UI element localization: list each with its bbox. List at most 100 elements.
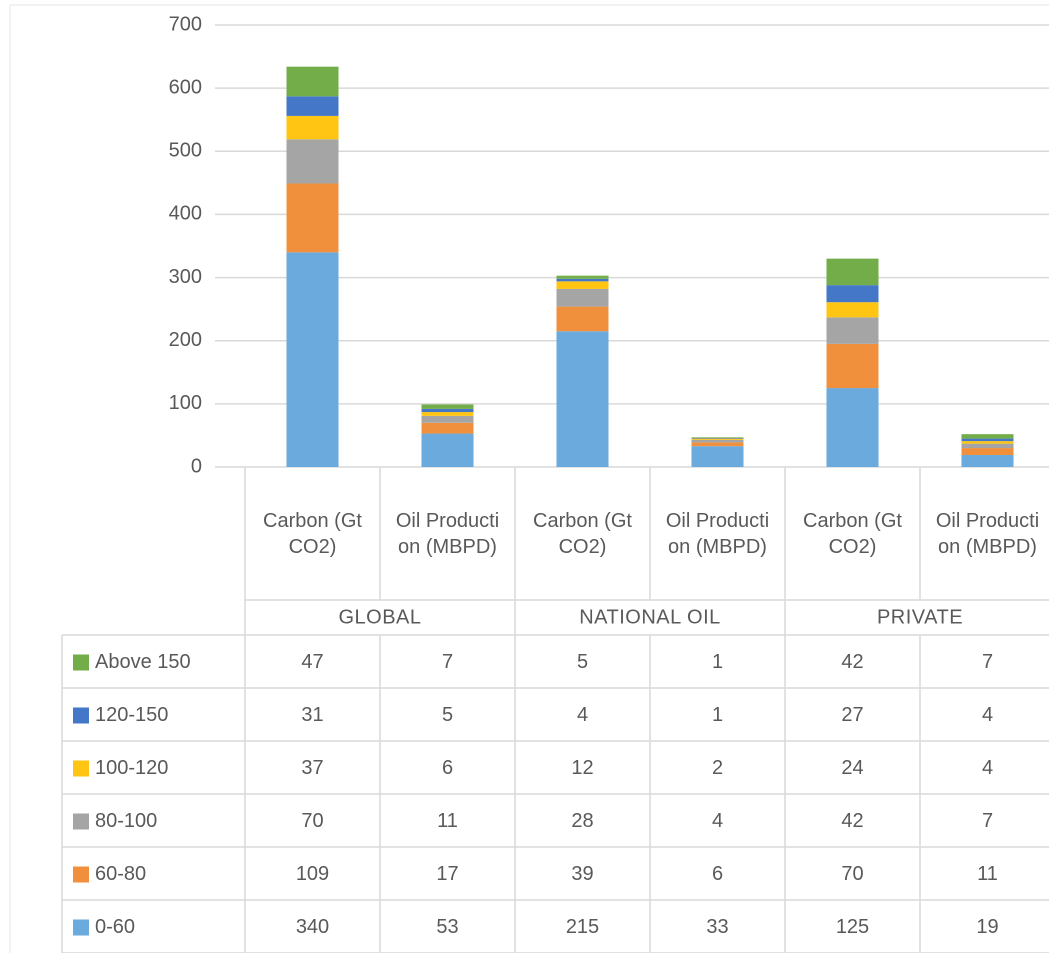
table-value: 53 [436, 916, 458, 938]
y-tick-label: 0 [191, 455, 202, 477]
bar-segment [826, 343, 879, 389]
table-value: 12 [571, 757, 593, 779]
bar-segment [826, 258, 879, 286]
table-value: 7 [442, 651, 453, 673]
bar-segment [691, 438, 744, 440]
table-value: 27 [841, 704, 863, 726]
table-value: 125 [836, 916, 869, 938]
bar-segment [691, 446, 744, 467]
bar-segment [286, 66, 339, 97]
bar-segment [961, 438, 1014, 442]
table-value: 6 [712, 863, 723, 885]
x-tick-label: Carbon (GtCO2) [515, 467, 650, 600]
x-tick-label: Oil Production (MBPD) [920, 467, 1049, 600]
table-value: 1 [712, 651, 723, 673]
table-value: 70 [301, 810, 323, 832]
table-value: 215 [566, 916, 599, 938]
x-tick-text: Carbon (GtCO2) [263, 509, 362, 558]
table-value: 4 [982, 704, 993, 726]
bar-segment [691, 437, 744, 439]
y-tick-label: 100 [169, 392, 202, 414]
legend-swatch [73, 654, 89, 671]
table-value: 4 [577, 704, 588, 726]
x-tick-label: Oil Production (MBPD) [650, 467, 785, 600]
bar-segment [961, 441, 1014, 444]
x-tick-label: Carbon (GtCO2) [245, 467, 380, 600]
group-label: NATIONAL OIL [579, 606, 721, 628]
bar-segment [691, 437, 744, 438]
legend-swatch [73, 707, 89, 724]
bar-segment [826, 317, 879, 344]
table-value: 39 [571, 863, 593, 885]
bar-segment [961, 455, 1014, 467]
legend-swatch [73, 866, 89, 883]
x-tick-text: Carbon (GtCO2) [803, 509, 902, 558]
bar-segment [826, 388, 879, 467]
table-value: 31 [301, 704, 323, 726]
table-value: 42 [841, 651, 863, 673]
bar-segment [691, 439, 744, 443]
bar-segment [286, 115, 339, 140]
x-tick-label: Carbon (GtCO2) [785, 467, 920, 600]
bar-segment [286, 139, 339, 184]
x-tick-text: Oil Production (MBPD) [665, 509, 770, 558]
table-value: 28 [571, 810, 593, 832]
table-value: 24 [841, 757, 863, 779]
legend-label: 100-120 [95, 757, 168, 779]
x-tick-text: Carbon (GtCO2) [533, 509, 632, 558]
y-tick-label: 700 [169, 13, 202, 35]
table-value: 2 [712, 757, 723, 779]
bar-segment [421, 422, 474, 434]
legend-label: 80-100 [95, 810, 157, 832]
bar-segment [421, 415, 474, 423]
x-tick-text: Oil Production (MBPD) [395, 509, 500, 558]
bar-segment [961, 443, 1014, 449]
bar-segment [421, 433, 474, 467]
bar-segment [286, 96, 339, 116]
table-value: 19 [976, 916, 998, 938]
bar-segment [826, 302, 879, 318]
bar-segment [286, 252, 339, 467]
bar-segment [421, 408, 474, 413]
bar-segment [961, 448, 1014, 456]
legend-label: 0-60 [95, 916, 135, 938]
bar-segment [421, 404, 474, 409]
table-value: 5 [442, 704, 453, 726]
group-label: GLOBAL [338, 606, 421, 628]
legend-swatch [73, 760, 89, 777]
table-value: 5 [577, 651, 588, 673]
y-tick-label: 300 [169, 266, 202, 288]
table-value: 4 [982, 757, 993, 779]
y-tick-label: 200 [169, 329, 202, 351]
group-label: PRIVATE [877, 606, 963, 628]
table-value: 47 [301, 651, 323, 673]
y-tick-label: 600 [169, 76, 202, 98]
table-value: 7 [982, 810, 993, 832]
bar-segment [556, 288, 609, 307]
bar-segment [826, 285, 879, 303]
x-tick-text: Oil Production (MBPD) [935, 509, 1040, 558]
y-tick-label: 500 [169, 140, 202, 162]
bar-segment [421, 412, 474, 416]
bar-segment [961, 434, 1014, 439]
table-value: 37 [301, 757, 323, 779]
legend-label: Above 150 [95, 651, 191, 673]
table-value: 109 [296, 863, 329, 885]
table-value: 17 [436, 863, 458, 885]
table-value: 340 [296, 916, 329, 938]
bar-segment [691, 442, 744, 447]
bar-segment [556, 278, 609, 282]
y-tick-label: 400 [169, 203, 202, 225]
legend-label: 60-80 [95, 863, 146, 885]
table-value: 11 [437, 810, 458, 832]
bar-segment [556, 281, 609, 289]
bar-segment [286, 183, 339, 253]
legend-swatch [73, 813, 89, 830]
table-value: 70 [841, 863, 863, 885]
table-value: 42 [841, 810, 863, 832]
table-value: 7 [982, 651, 993, 673]
table-value: 4 [712, 810, 723, 832]
legend-swatch [73, 919, 89, 936]
